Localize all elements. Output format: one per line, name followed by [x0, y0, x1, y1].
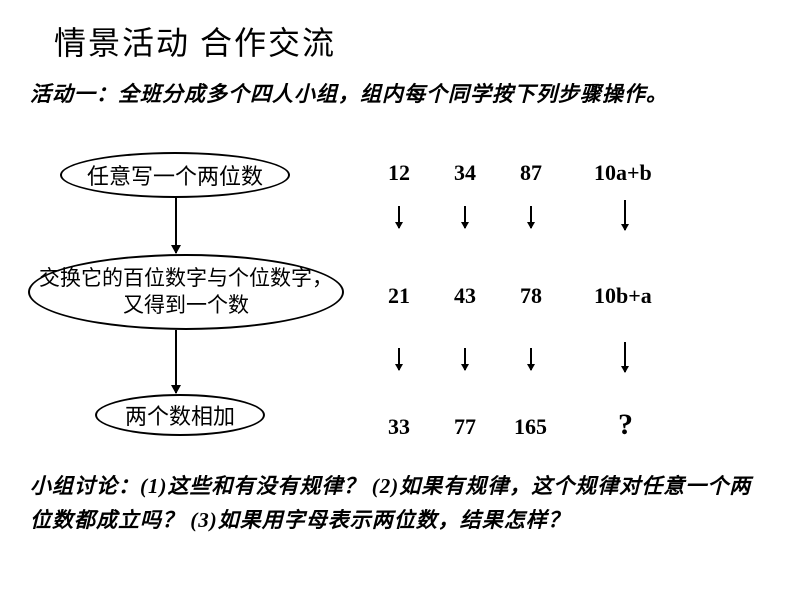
col-arrow	[398, 348, 400, 370]
flow-node-1: 任意写一个两位数	[60, 152, 290, 198]
flow-node-3: 两个数相加	[95, 394, 265, 436]
activity-subtitle: 活动一：全班分成多个四人小组，组内每个同学按下列步骤操作。	[30, 78, 668, 108]
node2-text: 交换它的百位数字与个位数字，又得到一个数	[30, 265, 342, 320]
col-arrow	[624, 200, 626, 230]
node1-text: 任意写一个两位数	[87, 159, 263, 191]
cell-r1c1: 12	[388, 160, 410, 186]
cell-r2c2: 43	[454, 283, 476, 309]
col-arrow	[624, 342, 626, 372]
cell-r1c3: 87	[520, 160, 542, 186]
cell-r1c4: 10a+b	[594, 160, 652, 186]
cell-r2c1: 21	[388, 283, 410, 309]
cell-r3c1: 33	[388, 414, 410, 440]
flow-node-2: 交换它的百位数字与个位数字，又得到一个数	[28, 254, 344, 330]
col-arrow	[530, 348, 532, 370]
col-arrow	[464, 206, 466, 228]
cell-r3c3: 165	[514, 414, 547, 440]
cell-r3c2: 77	[454, 414, 476, 440]
cell-r2c3: 78	[520, 283, 542, 309]
flow-arrow-1	[175, 198, 177, 253]
node3-text: 两个数相加	[125, 399, 235, 431]
flow-arrow-2	[175, 330, 177, 393]
page-title: 情景活动 合作交流	[54, 18, 336, 64]
cell-r3c4: ?	[618, 408, 633, 442]
col-arrow	[464, 348, 466, 370]
discussion-text: 小组讨论：(1)这些和有没有规律？ (2)如果有规律，这个规律对任意一个两位数都…	[30, 470, 770, 537]
col-arrow	[530, 206, 532, 228]
cell-r1c2: 34	[454, 160, 476, 186]
col-arrow	[398, 206, 400, 228]
cell-r2c4: 10b+a	[594, 283, 652, 309]
